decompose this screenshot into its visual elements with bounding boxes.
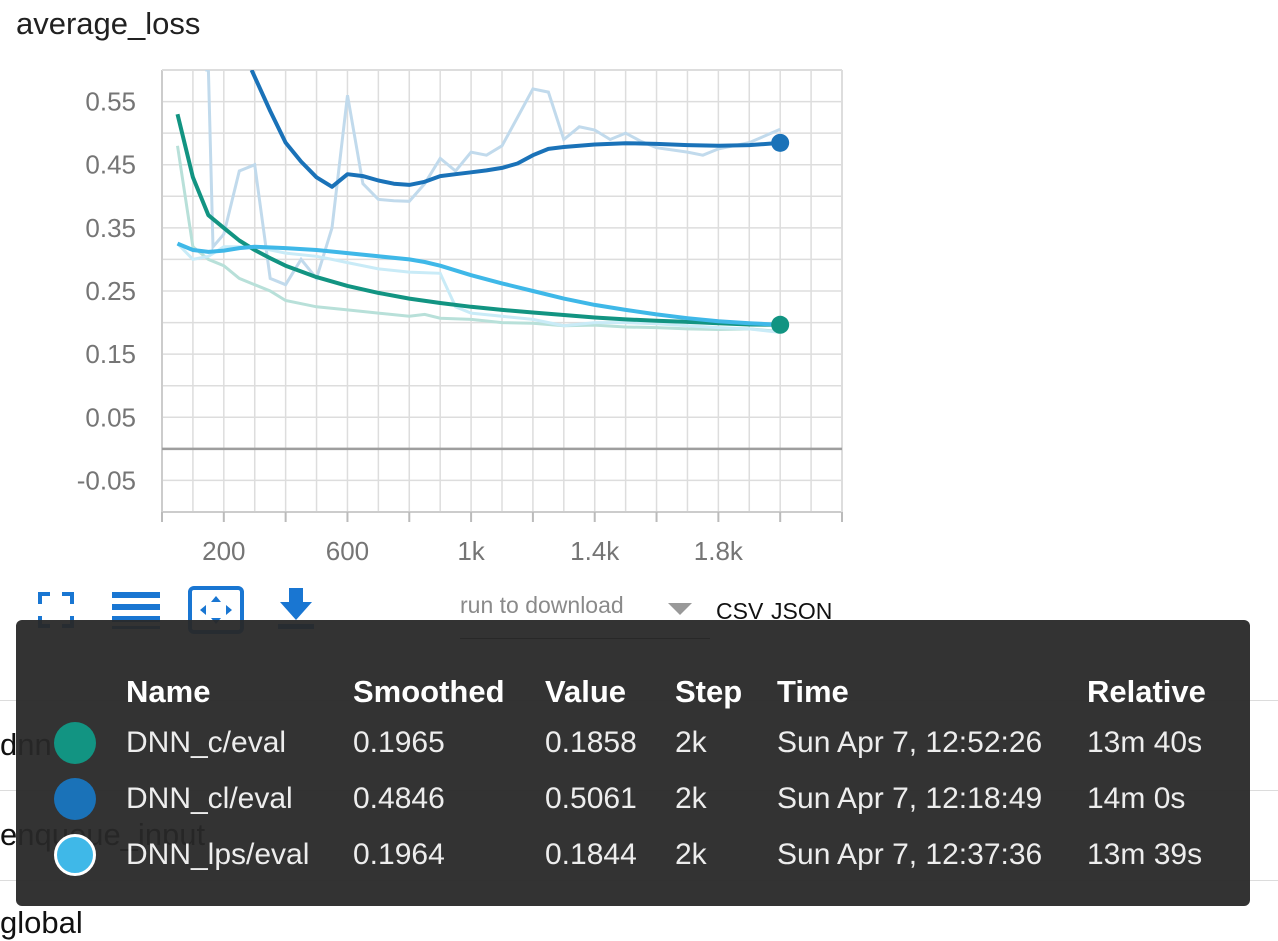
fullscreen-icon[interactable]	[38, 592, 74, 633]
row-relative: 14m 0s	[1087, 782, 1186, 815]
run-to-download-select[interactable]: run to download	[460, 590, 710, 639]
y-tick-label: 0.35	[85, 213, 136, 243]
chart-grid	[162, 69, 843, 513]
row-step: 2k	[675, 726, 707, 759]
column-header-step: Step	[675, 674, 743, 709]
x-tick-label: 600	[326, 536, 369, 566]
y-tick-label: 0.05	[85, 402, 136, 432]
row-value: 0.5061	[545, 782, 637, 815]
chart-tooltip: Name Smoothed Value Step Time Relative D…	[16, 620, 1250, 906]
series-end-marker	[771, 315, 790, 334]
tag-item-label[interactable]: global	[0, 905, 83, 940]
row-relative: 13m 40s	[1087, 726, 1203, 759]
json-link[interactable]: JSON	[771, 598, 833, 624]
line-chart[interactable]: 0.55 0.45 0.35 0.25 0.15 0.05 -0.05 200 600 1k 1.…	[0, 0, 860, 580]
y-axis-tick-labels: 0.55 0.45 0.35 0.25 0.15 0.05 -0.05	[77, 87, 136, 496]
row-value: 0.1858	[545, 726, 637, 759]
series-smoothed-line	[176, 241, 781, 327]
chart-axes	[161, 69, 843, 522]
y-tick-label: -0.05	[77, 465, 136, 495]
series-raw-line	[176, 145, 781, 333]
column-header-time: Time	[777, 674, 849, 709]
chart-title: average_loss	[16, 6, 201, 41]
x-tick-label: 1.4k	[570, 536, 620, 566]
row-step: 2k	[675, 782, 707, 815]
row-time: Sun Apr 7, 12:18:49	[777, 782, 1043, 815]
series-color-dot	[54, 834, 96, 876]
y-tick-label: 0.45	[85, 150, 136, 180]
column-header-value: Value	[545, 674, 626, 709]
x-axis-tick-labels: 200 600 1k 1.4k 1.8k	[202, 536, 744, 566]
y-tick-label: 0.55	[85, 87, 136, 117]
row-name: DNN_c/eval	[126, 726, 287, 759]
row-relative: 13m 39s	[1087, 838, 1203, 871]
row-step: 2k	[675, 838, 707, 871]
x-tick-label: 1.8k	[694, 536, 744, 566]
row-smoothed: 0.1964	[353, 838, 445, 871]
series-raw-line	[205, 70, 781, 287]
chart-series	[175, 70, 790, 334]
row-time: Sun Apr 7, 12:52:26	[777, 726, 1043, 759]
csv-link[interactable]: CSV	[716, 598, 764, 624]
row-name: DNN_lps/eval	[126, 838, 310, 871]
row-value: 0.1844	[545, 838, 637, 871]
chevron-down-icon	[668, 603, 692, 615]
series-smoothed-line	[175, 113, 781, 327]
series-smoothed-line	[249, 70, 781, 189]
x-tick-label: 1k	[457, 536, 485, 566]
y-tick-label: 0.25	[85, 276, 136, 306]
run-select-placeholder: run to download	[460, 592, 624, 618]
row-time: Sun Apr 7, 12:37:36	[777, 838, 1043, 871]
column-header-name: Name	[126, 674, 211, 709]
y-tick-label: 0.15	[85, 339, 136, 369]
row-smoothed: 0.4846	[353, 782, 445, 815]
row-name: DNN_cl/eval	[126, 782, 293, 815]
series-end-marker	[771, 133, 790, 152]
column-header-smoothed: Smoothed	[353, 674, 505, 709]
series-color-dot	[54, 778, 96, 820]
column-header-relative: Relative	[1087, 674, 1206, 709]
row-smoothed: 0.1965	[353, 726, 445, 759]
series-color-dot	[54, 722, 96, 764]
x-tick-label: 200	[202, 536, 245, 566]
